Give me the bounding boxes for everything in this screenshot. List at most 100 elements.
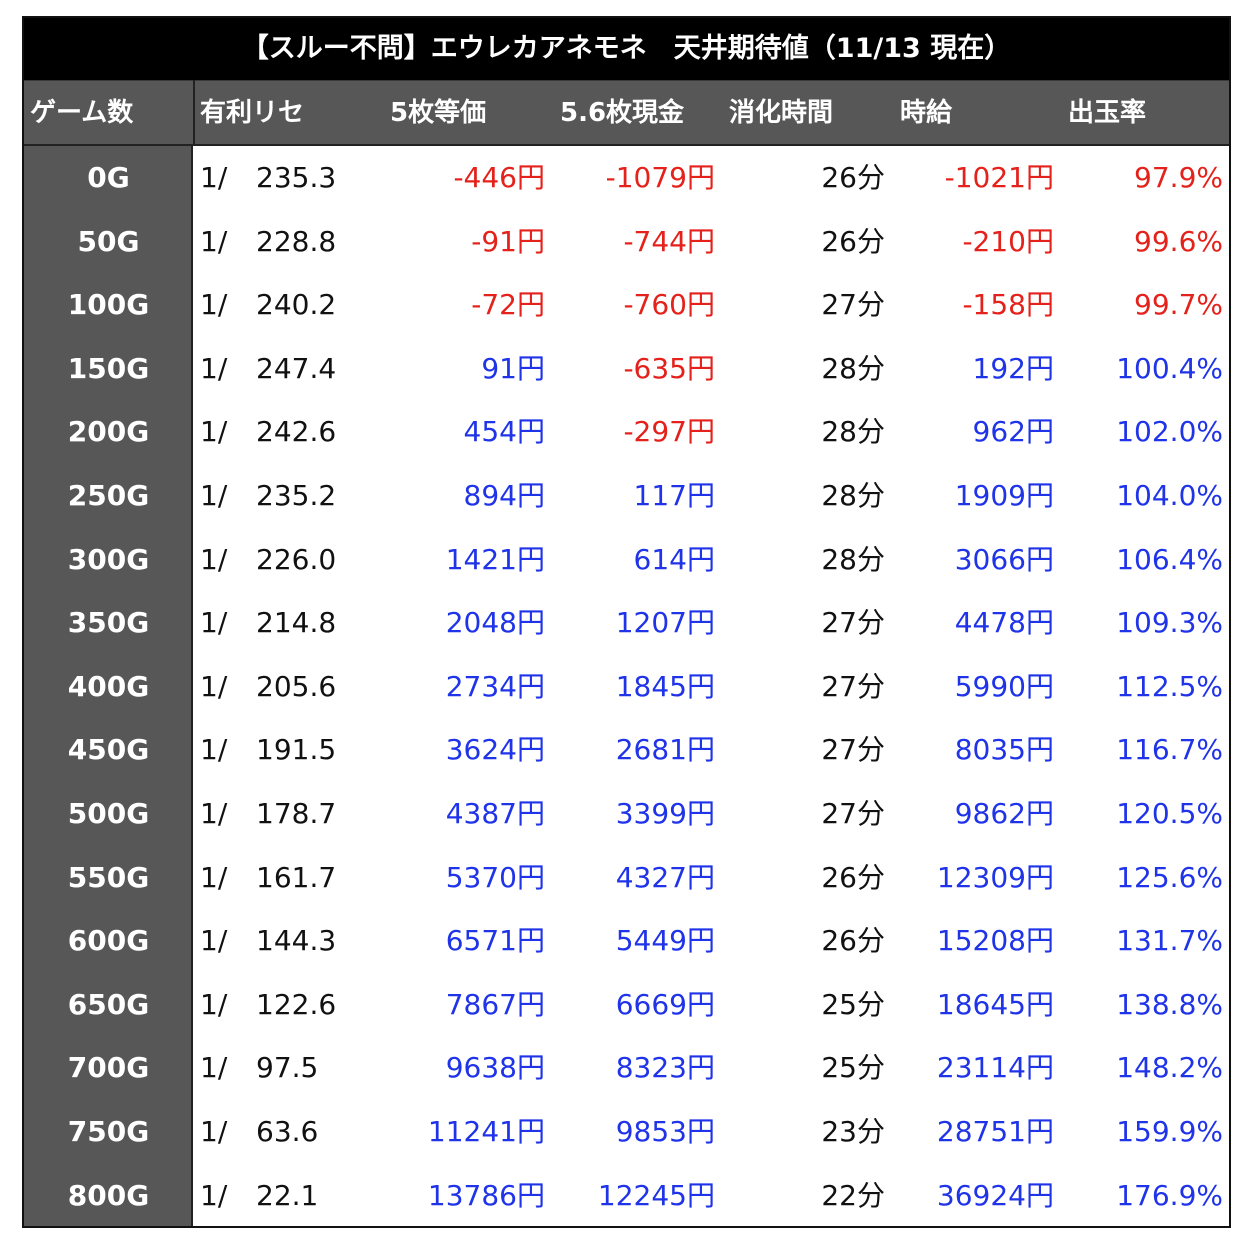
hourly-wage-cell: 36924円 xyxy=(936,1178,1054,1212)
time-cell: 26分 xyxy=(821,161,885,194)
value-5-cell: 91円 xyxy=(481,351,545,385)
value-5-cell: -91円 xyxy=(471,224,545,258)
probability-cell: 161.7 xyxy=(256,860,337,894)
table-row: 0G 1/235.3 -446円 -1079円 26分 -1021円 97.9% xyxy=(24,146,1229,210)
payout-rate-cell: 138.8% xyxy=(1116,987,1223,1021)
value-5-6-cell: -744円 xyxy=(623,224,715,258)
payout-rate-cell: 148.2% xyxy=(1116,1051,1223,1085)
probability-prefix: 1/ xyxy=(200,860,228,894)
value-5-cell: 454円 xyxy=(463,415,545,449)
probability-prefix: 1/ xyxy=(200,733,228,767)
table-row: 400G 1/205.6 2734円 1845円 27分 5990円 112.5% xyxy=(24,655,1229,719)
table-row: 550G 1/161.7 5370円 4327円 26分 12309円 125.6% xyxy=(24,846,1229,910)
table-row: 250G 1/235.2 894円 117円 28分 1909円 104.0% xyxy=(24,464,1229,528)
probability-prefix: 1/ xyxy=(200,1115,228,1148)
value-5-6-cell: 8323円 xyxy=(615,1051,715,1085)
probability-cell: 235.3 xyxy=(256,161,337,194)
value-5-cell: 2734円 xyxy=(445,669,545,703)
hourly-wage-cell: -1021円 xyxy=(944,161,1054,194)
time-cell: 28分 xyxy=(821,479,885,512)
hourly-wage-cell: 12309円 xyxy=(936,860,1054,894)
value-5-6-cell: 6669円 xyxy=(615,987,715,1021)
probability-cell: 144.3 xyxy=(256,924,337,958)
payout-rate-cell: 102.0% xyxy=(1116,415,1223,449)
header-value-5-6: 5.6枚現金 xyxy=(560,98,685,128)
hourly-wage-cell: 15208円 xyxy=(936,924,1054,958)
payout-rate-cell: 100.4% xyxy=(1116,351,1223,385)
value-5-6-cell: 4327円 xyxy=(615,860,715,894)
probability-cell: 63.6 xyxy=(256,1115,319,1148)
hourly-wage-cell: -158円 xyxy=(962,288,1054,322)
hourly-wage-cell: 18645円 xyxy=(936,987,1054,1021)
time-cell: 25分 xyxy=(821,1051,885,1085)
table-row: 650G 1/122.6 7867円 6669円 25分 18645円 138.8% xyxy=(24,973,1229,1037)
game-count-cell: 500G xyxy=(67,797,150,830)
time-cell: 22分 xyxy=(821,1178,885,1212)
value-5-6-cell: -297円 xyxy=(623,415,715,449)
hourly-wage-cell: 3066円 xyxy=(954,542,1054,576)
time-cell: 23分 xyxy=(821,1115,885,1148)
table-row: 500G 1/178.7 4387円 3399円 27分 9862円 120.5% xyxy=(24,782,1229,846)
probability-cell: 228.8 xyxy=(256,224,337,258)
probability-cell: 226.0 xyxy=(256,542,337,576)
game-count-cell: 50G xyxy=(77,224,140,258)
probability-cell: 247.4 xyxy=(256,351,337,385)
probability-cell: 235.2 xyxy=(256,479,337,512)
value-5-6-cell: -760円 xyxy=(623,288,715,322)
probability-cell: 214.8 xyxy=(256,606,337,640)
probability-prefix: 1/ xyxy=(200,415,228,449)
game-count-cell: 350G xyxy=(67,606,150,640)
value-5-6-cell: -1079円 xyxy=(605,161,715,194)
value-5-cell: 7867円 xyxy=(445,987,545,1021)
game-count-cell: 0G xyxy=(87,161,130,194)
table-row: 50G 1/228.8 -91円 -744円 26分 -210円 99.6% xyxy=(24,210,1229,274)
time-cell: 27分 xyxy=(821,288,885,322)
header-hourly-wage: 時給 xyxy=(900,98,953,128)
expected-value-table: 【スルー不問】エウレカアネモネ 天井期待値（11/13 現在） ゲーム数 有利リ… xyxy=(22,16,1231,1228)
value-5-cell: 11241円 xyxy=(427,1115,545,1148)
value-5-cell: 6571円 xyxy=(445,924,545,958)
probability-prefix: 1/ xyxy=(200,1051,228,1085)
time-cell: 26分 xyxy=(821,924,885,958)
value-5-cell: 1421円 xyxy=(445,542,545,576)
time-cell: 26分 xyxy=(821,860,885,894)
probability-prefix: 1/ xyxy=(200,224,228,258)
table-row: 100G 1/240.2 -72円 -760円 27分 -158円 99.7% xyxy=(24,273,1229,337)
hourly-wage-cell: 9862円 xyxy=(954,797,1054,830)
value-5-6-cell: 2681円 xyxy=(615,733,715,767)
hourly-wage-cell: 28751円 xyxy=(936,1115,1054,1148)
value-5-6-cell: 5449円 xyxy=(615,924,715,958)
game-count-cell: 250G xyxy=(67,479,150,512)
payout-rate-cell: 112.5% xyxy=(1116,669,1223,703)
probability-prefix: 1/ xyxy=(200,987,228,1021)
value-5-cell: 894円 xyxy=(463,479,545,512)
probability-prefix: 1/ xyxy=(200,288,228,322)
value-5-cell: 3624円 xyxy=(445,733,545,767)
value-5-6-cell: 3399円 xyxy=(615,797,715,830)
time-cell: 28分 xyxy=(821,415,885,449)
time-cell: 27分 xyxy=(821,669,885,703)
value-5-cell: 5370円 xyxy=(445,860,545,894)
hourly-wage-cell: -210円 xyxy=(962,224,1054,258)
header-probability: 有利リセ xyxy=(200,98,305,128)
header-divider xyxy=(193,80,195,146)
game-count-cell: 650G xyxy=(67,987,150,1021)
value-5-6-cell: -635円 xyxy=(623,351,715,385)
table-row: 700G 1/97.5 9638円 8323円 25分 23114円 148.2% xyxy=(24,1036,1229,1100)
payout-rate-cell: 131.7% xyxy=(1116,924,1223,958)
value-5-cell: -72円 xyxy=(471,288,545,322)
probability-prefix: 1/ xyxy=(200,479,228,512)
hourly-wage-cell: 962円 xyxy=(972,415,1054,449)
probability-prefix: 1/ xyxy=(200,606,228,640)
hourly-wage-cell: 1909円 xyxy=(954,479,1054,512)
game-count-cell: 200G xyxy=(67,415,150,449)
header-payout-rate: 出玉率 xyxy=(1068,98,1147,128)
table-row: 300G 1/226.0 1421円 614円 28分 3066円 106.4% xyxy=(24,528,1229,592)
payout-rate-cell: 109.3% xyxy=(1116,606,1223,640)
probability-cell: 97.5 xyxy=(256,1051,319,1085)
probability-cell: 178.7 xyxy=(256,797,337,830)
game-count-cell: 300G xyxy=(67,542,150,576)
value-5-6-cell: 1845円 xyxy=(615,669,715,703)
value-5-cell: 13786円 xyxy=(427,1178,545,1212)
payout-rate-cell: 104.0% xyxy=(1116,479,1223,512)
